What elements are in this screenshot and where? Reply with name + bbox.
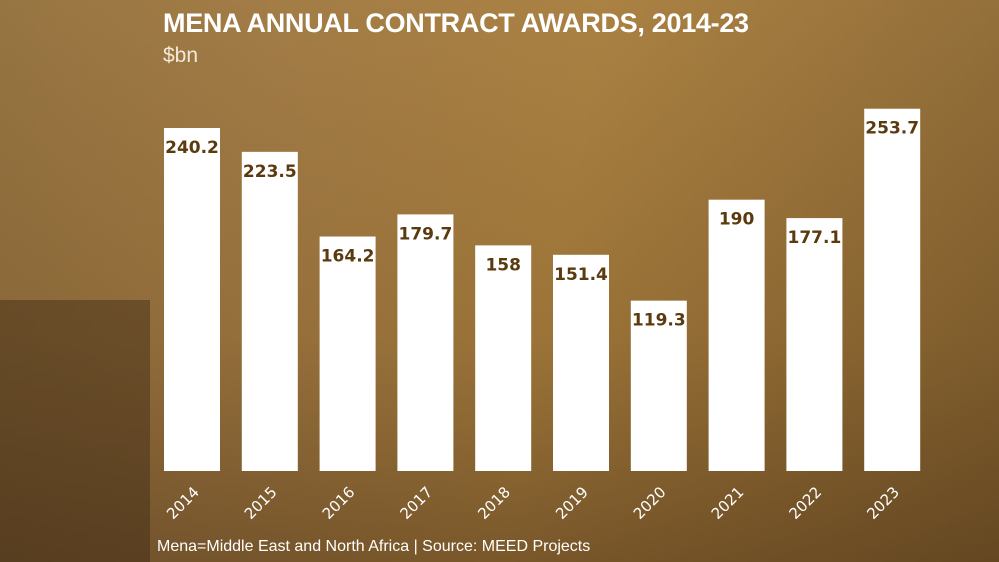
bar-2015 [241,151,298,471]
x-tick-label: 2014 [163,483,203,523]
value-label: 151.4 [554,265,608,285]
bar-2020 [630,300,687,471]
value-label: 179.7 [399,224,453,244]
bar-2018 [475,245,532,471]
x-tick-label: 2020 [630,483,670,523]
value-label: 119.3 [632,311,686,331]
x-tick-label: 2017 [396,483,436,523]
background-building [0,300,150,562]
chart-subtitle: $bn [163,44,199,67]
value-label: 164.2 [321,247,375,267]
value-label: 223.5 [243,162,297,182]
bar-2022 [786,218,843,471]
value-label: 253.7 [865,119,919,139]
value-label: 177.1 [788,228,842,248]
bar-2016 [319,236,376,471]
x-tick-label: 2019 [552,483,592,523]
value-label: 240.2 [165,138,219,158]
bar-2014 [164,128,220,471]
source-note: Mena=Middle East and North Africa | Sour… [157,538,591,555]
x-tick-label: 2016 [319,483,359,523]
x-tick-label: 2021 [708,483,748,523]
chart-title: MENA ANNUAL CONTRACT AWARDS, 2014-23 [163,8,749,38]
bar-2019 [553,254,609,471]
x-tick-label: 2022 [785,483,825,523]
x-tick-label: 2018 [474,483,514,523]
bar-2023 [864,108,921,471]
bar-2021 [708,199,765,471]
bar-2017 [397,214,454,472]
x-tick-label: 2023 [863,483,903,523]
value-label: 158 [485,255,521,275]
value-label: 190 [719,210,755,230]
x-tick-label: 2015 [241,483,281,523]
